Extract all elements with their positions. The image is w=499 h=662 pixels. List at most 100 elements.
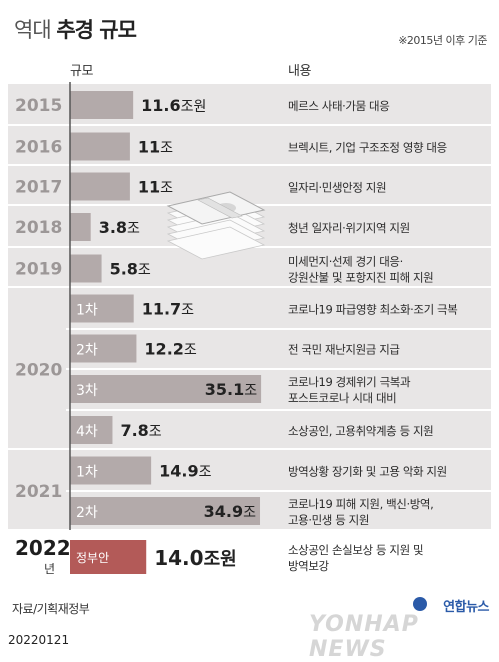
bar-unit: 조 (138, 263, 151, 279)
source-text: 자료/기획재정부 (12, 602, 90, 616)
bar-value: 11 (138, 138, 160, 157)
year-label: 2021 (15, 482, 62, 502)
bar-value-label: 11조 (138, 178, 173, 197)
bar (70, 375, 262, 403)
bar-sub-label: 2차 (76, 505, 98, 521)
bar (70, 540, 147, 574)
year-label: 2015 (15, 96, 62, 116)
bar-unit: 조 (184, 343, 197, 359)
bill-band (197, 197, 243, 219)
bar-unit: 조 (160, 141, 173, 157)
bar-value: 14.9 (159, 462, 198, 481)
row-separator (66, 328, 491, 330)
bar-value-label: 11.6조원 (141, 96, 206, 115)
description-line: 코로나19 피해 지원, 백신·방역, (288, 497, 433, 511)
bar-value-label: 14.9조 (159, 462, 211, 481)
year-label: 2019 (15, 260, 62, 280)
bar-sub-label: 2차 (76, 343, 98, 359)
bar-value-label: 34.9조 (204, 502, 256, 521)
bar (70, 254, 102, 283)
bar-value: 35.1 (205, 380, 244, 399)
bar-unit: 조 (160, 181, 173, 197)
description-line: 브렉시트, 기업 구조조정 영향 대응 (288, 141, 447, 155)
bar-unit: 조 (244, 383, 257, 399)
money-stack-icon (166, 191, 266, 260)
year-label: 2018 (15, 218, 62, 238)
band-gap (8, 124, 491, 126)
title-bold: 추경 규모 (56, 18, 137, 42)
band-gap (8, 448, 491, 450)
bar-unit: 조 (243, 505, 256, 521)
bar (70, 91, 134, 119)
bar-value-label: 7.8조 (120, 421, 161, 440)
description-line: 고용·민생 등 지원 (288, 513, 369, 527)
bar-value: 14.0 (154, 546, 203, 570)
band-gap (8, 529, 491, 531)
baseline-note: ※2015년 이후 기준 (398, 34, 487, 47)
bar-value-label: 11조 (138, 138, 173, 157)
bar (70, 132, 130, 161)
bar-value-label: 5.8조 (110, 260, 151, 279)
bar (70, 456, 152, 485)
title-light: 역대 (14, 18, 52, 42)
bar-value: 34.9 (204, 502, 243, 521)
bar-unit: 조원 (181, 99, 207, 115)
date-text: 20220121 (8, 633, 70, 647)
bar-unit: 조 (149, 424, 162, 440)
description-line: 전 국민 재난지원금 지급 (288, 343, 400, 357)
year-label: 2022 (15, 536, 71, 560)
band-gap (8, 286, 491, 288)
description-line: 방역보강 (288, 559, 330, 573)
bar-sub-label: 1차 (76, 465, 98, 481)
bill-sheet (166, 226, 266, 260)
band-gap (8, 164, 491, 166)
description-line: 메르스 사태·가뭄 대응 (288, 99, 389, 113)
bar-unit: 조원 (204, 549, 237, 570)
bar (70, 294, 134, 323)
logo-korean: 연합뉴스 (443, 600, 489, 615)
bar-value-label: 35.1조 (205, 380, 257, 399)
year-label: 2016 (15, 138, 62, 158)
description-line: 소상공인 손실보상 등 지원 및 (288, 543, 423, 557)
bar-value-label: 11.7조 (142, 300, 194, 319)
year-suffix-label: 년 (44, 562, 55, 576)
bar-value: 3.8 (99, 218, 127, 237)
description-line: 코로나19 경제위기 극복과 (288, 375, 411, 389)
bar (70, 497, 261, 525)
row-separator (66, 409, 491, 411)
column-header-content: 내용 (288, 64, 311, 79)
bar-unit: 조 (127, 221, 140, 237)
bar-value: 5.8 (110, 260, 138, 279)
logo-mark-icon (413, 597, 427, 611)
bar-value: 11 (138, 178, 160, 197)
description-line: 미세먼지·선제 경기 대응· (288, 255, 403, 269)
bar (70, 172, 130, 201)
description-line: 소상공인, 고용취약계층 등 지원 (288, 424, 433, 438)
bar-value: 11.6 (141, 96, 180, 115)
year-label: 2017 (15, 178, 62, 198)
bar-unit: 조 (199, 465, 212, 481)
bar-value-label: 3.8조 (99, 218, 140, 237)
bar (70, 213, 91, 241)
description-line: 일자리·민생안정 지원 (288, 181, 386, 195)
description-line: 강원산불 및 포항지진 피해 지원 (288, 271, 433, 285)
description-line: 코로나19 파급영향 최소화·조기 극복 (288, 303, 457, 317)
bar-value: 7.8 (120, 421, 148, 440)
page-title: 역대 추경 규모 (14, 14, 137, 44)
column-header-scale: 규모 (70, 64, 93, 79)
bar-value: 12.2 (144, 340, 183, 359)
row-separator (66, 490, 491, 492)
year-label: 2020 (15, 361, 62, 381)
bar (70, 416, 113, 444)
bar-sub-label: 4차 (76, 424, 98, 440)
bar-unit: 조 (181, 303, 194, 319)
description-line: 청년 일자리·위기지역 지원 (288, 221, 410, 235)
bar-sub-label: 3차 (76, 383, 98, 399)
description-line: 방역상황 장기화 및 고용 악화 지원 (288, 465, 447, 479)
description-line: 포스트코로나 시대 대비 (288, 391, 396, 405)
row-separator (66, 368, 491, 370)
bar-value: 11.7 (142, 300, 181, 319)
bar-value-label: 14.0조원 (154, 546, 236, 570)
bar-sub-label: 정부안 (76, 551, 109, 565)
